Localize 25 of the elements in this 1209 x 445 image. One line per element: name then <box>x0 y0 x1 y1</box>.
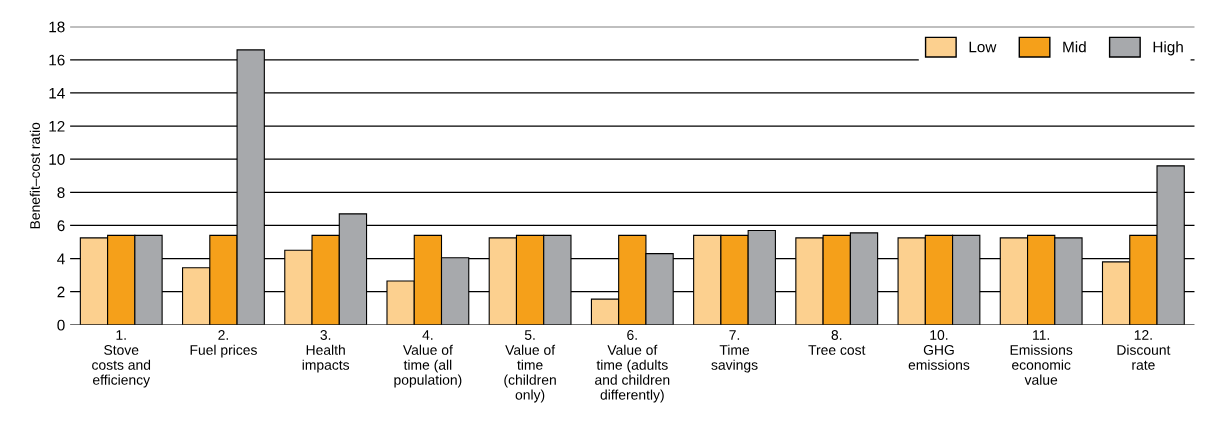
x-tick-label: 6. Value of time (adults and children differently) <box>595 330 670 403</box>
y-axis-title: Benefit–cost ratio <box>29 122 40 229</box>
x-tick-label: 5. Value of time (children only) <box>504 330 556 403</box>
y-tick-label: 10 <box>49 154 65 165</box>
x-tick-label: 8. Tree cost <box>808 330 866 355</box>
y-tick-label: 8 <box>57 187 65 199</box>
y-tick-label: 18 <box>49 21 65 33</box>
y-tick-label: 6 <box>57 220 65 232</box>
y-tick-label: 2 <box>57 286 65 298</box>
legend-label: High <box>1153 41 1183 56</box>
x-tick-label: 2. Fuel prices <box>190 330 257 358</box>
x-tick-label: 11. Emissions economic value <box>1010 330 1073 385</box>
y-tick-label: 16 <box>49 54 65 66</box>
x-tick-label: 3. Health impacts <box>302 330 350 373</box>
x-tick-label: 1. Stove costs and efficiency <box>92 330 151 388</box>
x-tick-label: 4. Value of time (all population) <box>394 330 462 388</box>
x-tick-label: 12. Discount rate <box>1117 330 1171 370</box>
y-tick-label: 14 <box>49 87 65 99</box>
y-tick-label: 12 <box>49 120 65 132</box>
legend-label: Low <box>969 41 997 53</box>
x-tick-label: 7. Time savings <box>711 330 758 373</box>
x-tick-label: 10. GHG emissions <box>908 330 970 370</box>
y-tick-label: 4 <box>57 253 65 265</box>
legend-label: Mid <box>1063 41 1086 53</box>
y-tick-label: 0 <box>57 319 65 331</box>
